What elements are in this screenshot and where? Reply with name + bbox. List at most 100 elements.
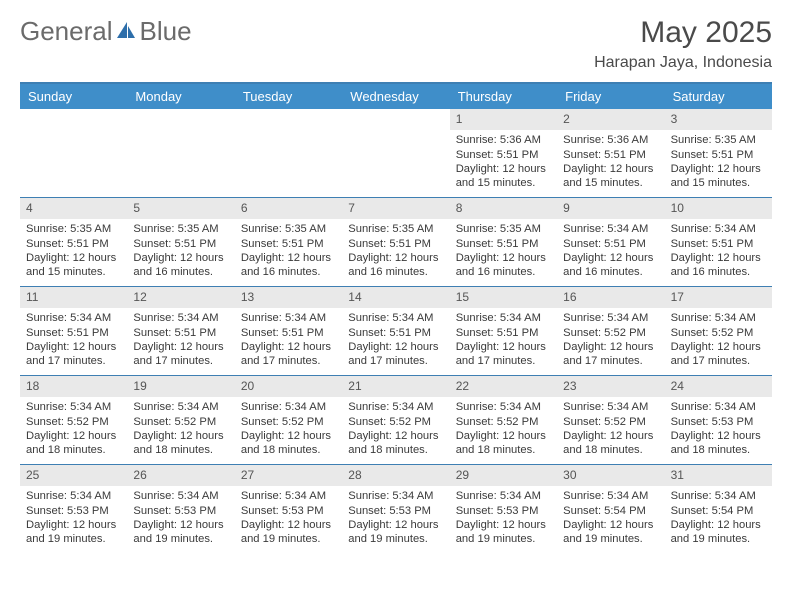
daylight-text-2: and 19 minutes. <box>456 532 551 546</box>
day-number: 24 <box>665 376 772 397</box>
daylight-text-1: Daylight: 12 hours <box>671 251 766 265</box>
sun-info: Sunrise: 5:34 AMSunset: 5:52 PMDaylight:… <box>563 400 658 457</box>
daylight-text-1: Daylight: 12 hours <box>671 518 766 532</box>
sunrise-text: Sunrise: 5:34 AM <box>671 222 766 236</box>
calendar-day: 19Sunrise: 5:34 AMSunset: 5:52 PMDayligh… <box>127 376 234 464</box>
sunset-text: Sunset: 5:54 PM <box>671 504 766 518</box>
calendar-day: 20 Sunrise: 5:34 AMSunset: 5:52 PMDayligh… <box>235 376 342 464</box>
sunset-text: Sunset: 5:53 PM <box>456 504 551 518</box>
day-number: 26 <box>127 465 234 486</box>
daylight-text-1: Daylight: 12 hours <box>241 340 336 354</box>
sunset-text: Sunset: 5:53 PM <box>348 504 443 518</box>
calendar-day: 18Sunrise: 5:34 AMSunset: 5:52 PMDayligh… <box>20 376 127 464</box>
calendar-day: 17Sunrise: 5:34 AMSunset: 5:52 PMDayligh… <box>665 287 772 375</box>
daylight-text-2: and 19 minutes. <box>348 532 443 546</box>
sun-info: Sunrise: 5:34 AMSunset: 5:54 PMDaylight:… <box>671 489 766 546</box>
daylight-text-1: Daylight: 12 hours <box>563 251 658 265</box>
calendar-page: General Blue May 2025 Harapan Jaya, Indo… <box>0 0 792 612</box>
daylight-text-1: Daylight: 12 hours <box>563 429 658 443</box>
sun-info: Sunrise: 5:35 AMSunset: 5:51 PMDaylight:… <box>241 222 336 279</box>
daylight-text-2: and 17 minutes. <box>26 354 121 368</box>
day-number: 14 <box>342 287 449 308</box>
sunrise-text: Sunrise: 5:34 AM <box>26 489 121 503</box>
sun-info: Sunrise: 5:34 AMSunset: 5:53 PMDaylight:… <box>671 400 766 457</box>
daylight-text-2: and 16 minutes. <box>456 265 551 279</box>
sunset-text: Sunset: 5:53 PM <box>241 504 336 518</box>
sun-info: Sunrise: 5:34 AMSunset: 5:52 PMDaylight:… <box>456 400 551 457</box>
sunset-text: Sunset: 5:52 PM <box>241 415 336 429</box>
daylight-text-2: and 15 minutes. <box>456 176 551 190</box>
sun-info: Sunrise: 5:35 AMSunset: 5:51 PMDaylight:… <box>26 222 121 279</box>
daylight-text-1: Daylight: 12 hours <box>456 251 551 265</box>
day-number: 4 <box>20 198 127 219</box>
calendar-day: 6Sunrise: 5:35 AMSunset: 5:51 PMDaylight… <box>235 198 342 286</box>
weekday-label: Thursday <box>450 84 557 109</box>
weekday-label: Saturday <box>665 84 772 109</box>
calendar-week: 25Sunrise: 5:34 AMSunset: 5:53 PMDayligh… <box>20 464 772 553</box>
daylight-text-2: and 16 minutes. <box>348 265 443 279</box>
sun-info: Sunrise: 5:34 AMSunset: 5:53 PMDaylight:… <box>133 489 228 546</box>
sunrise-text: Sunrise: 5:34 AM <box>456 311 551 325</box>
calendar-day: 15Sunrise: 5:34 AMSunset: 5:51 PMDayligh… <box>450 287 557 375</box>
calendar-day: 4 Sunrise: 5:35 AMSunset: 5:51 PMDaylight… <box>20 198 127 286</box>
daylight-text-2: and 17 minutes. <box>241 354 336 368</box>
sunset-text: Sunset: 5:51 PM <box>671 237 766 251</box>
daylight-text-2: and 18 minutes. <box>133 443 228 457</box>
sun-info: Sunrise: 5:34 AMSunset: 5:52 PMDaylight:… <box>241 400 336 457</box>
daylight-text-2: and 17 minutes. <box>671 354 766 368</box>
daylight-text-1: Daylight: 12 hours <box>26 518 121 532</box>
sunrise-text: Sunrise: 5:35 AM <box>241 222 336 236</box>
sunset-text: Sunset: 5:54 PM <box>563 504 658 518</box>
day-number: 15 <box>450 287 557 308</box>
sunrise-text: Sunrise: 5:34 AM <box>348 400 443 414</box>
weekday-header: Sunday Monday Tuesday Wednesday Thursday… <box>20 84 772 109</box>
sunset-text: Sunset: 5:52 PM <box>348 415 443 429</box>
daylight-text-2: and 16 minutes. <box>563 265 658 279</box>
daylight-text-2: and 18 minutes. <box>348 443 443 457</box>
calendar-day: 11Sunrise: 5:34 AMSunset: 5:51 PMDayligh… <box>20 287 127 375</box>
calendar-empty-cell <box>127 109 234 197</box>
sunset-text: Sunset: 5:51 PM <box>456 237 551 251</box>
weekday-label: Monday <box>127 84 234 109</box>
day-number: 8 <box>450 198 557 219</box>
calendar-day: 23Sunrise: 5:34 AMSunset: 5:52 PMDayligh… <box>557 376 664 464</box>
sunrise-text: Sunrise: 5:36 AM <box>563 133 658 147</box>
sunset-text: Sunset: 5:51 PM <box>563 237 658 251</box>
daylight-text-1: Daylight: 12 hours <box>348 518 443 532</box>
daylight-text-2: and 16 minutes. <box>241 265 336 279</box>
calendar-day: 29Sunrise: 5:34 AMSunset: 5:53 PMDayligh… <box>450 465 557 553</box>
day-number: 25 <box>20 465 127 486</box>
daylight-text-1: Daylight: 12 hours <box>671 429 766 443</box>
calendar-day: 5Sunrise: 5:35 AMSunset: 5:51 PMDaylight… <box>127 198 234 286</box>
sunset-text: Sunset: 5:53 PM <box>133 504 228 518</box>
sun-info: Sunrise: 5:34 AMSunset: 5:54 PMDaylight:… <box>563 489 658 546</box>
weekday-label: Tuesday <box>235 84 342 109</box>
sun-info: Sunrise: 5:36 AMSunset: 5:51 PMDaylight:… <box>563 133 658 190</box>
sun-info: Sunrise: 5:34 AMSunset: 5:53 PMDaylight:… <box>348 489 443 546</box>
calendar-day: 13Sunrise: 5:34 AMSunset: 5:51 PMDayligh… <box>235 287 342 375</box>
sunset-text: Sunset: 5:51 PM <box>456 148 551 162</box>
weekday-label: Friday <box>557 84 664 109</box>
calendar-week: 4Sunrise: 5:35 AMSunset: 5:51 PMDaylight… <box>20 197 772 286</box>
sun-info: Sunrise: 5:34 AMSunset: 5:53 PMDaylight:… <box>241 489 336 546</box>
sunrise-text: Sunrise: 5:34 AM <box>671 311 766 325</box>
sunrise-text: Sunrise: 5:34 AM <box>456 489 551 503</box>
calendar-week: 18Sunrise: 5:34 AMSunset: 5:52 PMDayligh… <box>20 375 772 464</box>
daylight-text-2: and 16 minutes. <box>133 265 228 279</box>
daylight-text-1: Daylight: 12 hours <box>671 340 766 354</box>
sunrise-text: Sunrise: 5:34 AM <box>563 311 658 325</box>
daylight-text-2: and 19 minutes. <box>563 532 658 546</box>
sunrise-text: Sunrise: 5:35 AM <box>26 222 121 236</box>
sun-info: Sunrise: 5:34 AMSunset: 5:51 PMDaylight:… <box>26 311 121 368</box>
sun-info: Sunrise: 5:35 AMSunset: 5:51 PMDaylight:… <box>671 133 766 190</box>
calendar-day: 12Sunrise: 5:34 AMSunset: 5:51 PMDayligh… <box>127 287 234 375</box>
daylight-text-2: and 17 minutes. <box>133 354 228 368</box>
daylight-text-1: Daylight: 12 hours <box>563 518 658 532</box>
day-number: 20 <box>235 376 342 397</box>
day-number: 5 <box>127 198 234 219</box>
sunrise-text: Sunrise: 5:35 AM <box>348 222 443 236</box>
sunset-text: Sunset: 5:51 PM <box>348 237 443 251</box>
daylight-text-1: Daylight: 12 hours <box>133 340 228 354</box>
calendar: Sunday Monday Tuesday Wednesday Thursday… <box>20 82 772 553</box>
sunset-text: Sunset: 5:51 PM <box>133 326 228 340</box>
